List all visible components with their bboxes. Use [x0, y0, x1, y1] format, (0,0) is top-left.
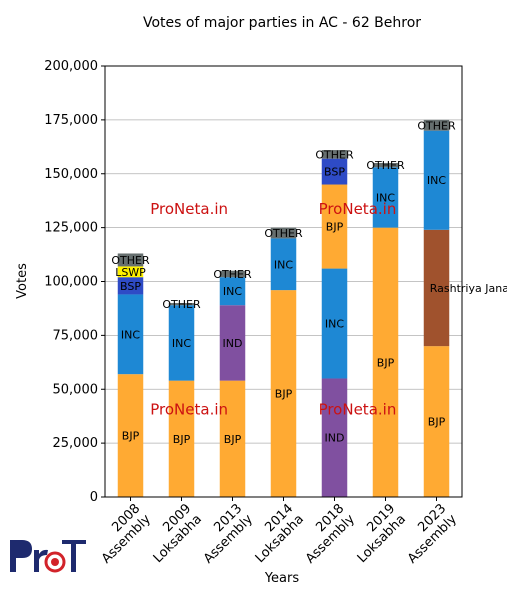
watermark: ProNeta.in [150, 401, 228, 419]
bar-segment-ind [219, 305, 246, 381]
watermark: ProNeta.in [319, 401, 397, 419]
bar-segment-bjp [321, 184, 348, 269]
segment-label: BJP [122, 430, 140, 443]
segment-label: INC [121, 328, 140, 341]
x-tick-label: 2023Assembly [394, 501, 460, 567]
segment-label: BJP [428, 416, 446, 429]
segment-label: BJP [224, 433, 242, 446]
y-tick-label: 50,000 [53, 382, 99, 397]
segment-labels: BJPINCBSPLSWPOTHERBJPINCOTHERBJPINDINCOT… [111, 119, 507, 446]
bar-segment-other [168, 303, 195, 306]
bar-segment-other [321, 150, 348, 159]
x-axis-label: Years [264, 571, 300, 586]
bar-segment-bjp [372, 227, 399, 497]
segment-label: BJP [173, 433, 191, 446]
segment-label: OTHER [366, 159, 405, 172]
bar-segment-inc [423, 130, 450, 230]
bar-segment-inc [372, 167, 399, 228]
chart-title: Votes of major parties in AC - 62 Behror [143, 15, 421, 31]
y-axis-label: Votes [15, 263, 30, 299]
segment-label: BJP [275, 388, 293, 401]
bar-segment-inc [270, 238, 297, 291]
segment-label: BJP [377, 356, 395, 369]
segment-label: OTHER [213, 268, 252, 281]
watermark: ProNeta.in [319, 200, 397, 218]
segment-label: INC [427, 174, 446, 187]
bar-segment-bjp [270, 290, 297, 497]
bar-segment-bjp [219, 380, 246, 497]
watermark: ProNeta.in [150, 200, 228, 218]
segment-label: INC [223, 285, 242, 298]
segment-label: OTHER [264, 227, 303, 240]
y-tick-label: 150,000 [44, 167, 98, 182]
x-tick-label: 2018Assembly [292, 501, 358, 567]
y-tick-label: 200,000 [44, 59, 98, 74]
proneta-logo [8, 534, 88, 574]
segment-label: OTHER [417, 119, 456, 132]
bar-segment-other [372, 162, 399, 168]
watermarks: ProNeta.in ProNeta.in ProNeta.in ProNeta.in [150, 200, 396, 418]
segment-label: OTHER [315, 148, 354, 161]
segment-label: OTHER [162, 298, 201, 311]
bar-segment-bjp [117, 374, 144, 497]
y-tick-label: 75,000 [53, 328, 99, 343]
segment-label: IND [223, 337, 243, 350]
bar-segment-inc [117, 294, 144, 375]
bar-segment-other [270, 227, 297, 239]
x-tick-label: 2014Loksabha [242, 501, 307, 566]
bar-segment-inc [321, 268, 348, 379]
proneta-logo-icon [10, 540, 86, 573]
y-tick-label: 100,000 [44, 275, 98, 290]
bar-segment-ind [321, 378, 348, 497]
axes: 0 25,000 50,000 75,000 100,000 125,000 150,000… [44, 59, 463, 567]
x-tick-label: 2019Loksabha [344, 501, 409, 566]
segment-label: INC [172, 337, 191, 350]
segment-label: BSP [324, 166, 345, 179]
segment-label: BSP [120, 280, 141, 293]
bars [117, 119, 450, 497]
bar-segment-bjp [423, 346, 450, 497]
segment-label: INC [325, 318, 344, 331]
bar-segment-other [219, 270, 246, 278]
segment-label: IND [325, 432, 345, 445]
x-tick-label: 2013Assembly [190, 501, 256, 567]
y-tick-label: 25,000 [53, 436, 99, 451]
bar-segment-inc [219, 277, 246, 306]
segment-label: LSWP [115, 266, 146, 279]
x-tick-label: 2008Assembly [88, 501, 154, 567]
bar-segment-bsp [321, 158, 348, 185]
segment-label: BJP [326, 221, 344, 234]
bar-segment-bsp [117, 277, 144, 295]
bar-segment-other [117, 253, 144, 267]
segment-label: Rashtriya Janata Sena [430, 282, 507, 295]
bar-segment-inc [168, 305, 195, 381]
bar-segment-rashtriya-janata-sena [423, 229, 450, 347]
y-tick-label: 0 [90, 490, 98, 505]
bar-segment-other [423, 119, 450, 131]
y-tick-label: 175,000 [44, 113, 98, 128]
bar-segment-bjp [168, 380, 195, 497]
bar-segment-lswp [117, 266, 144, 278]
segment-label: INC [274, 258, 293, 271]
x-tick-label: 2009Loksabha [140, 501, 205, 566]
segment-label: INC [376, 191, 395, 204]
segment-label: OTHER [111, 254, 150, 267]
y-tick-label: 125,000 [44, 221, 98, 236]
